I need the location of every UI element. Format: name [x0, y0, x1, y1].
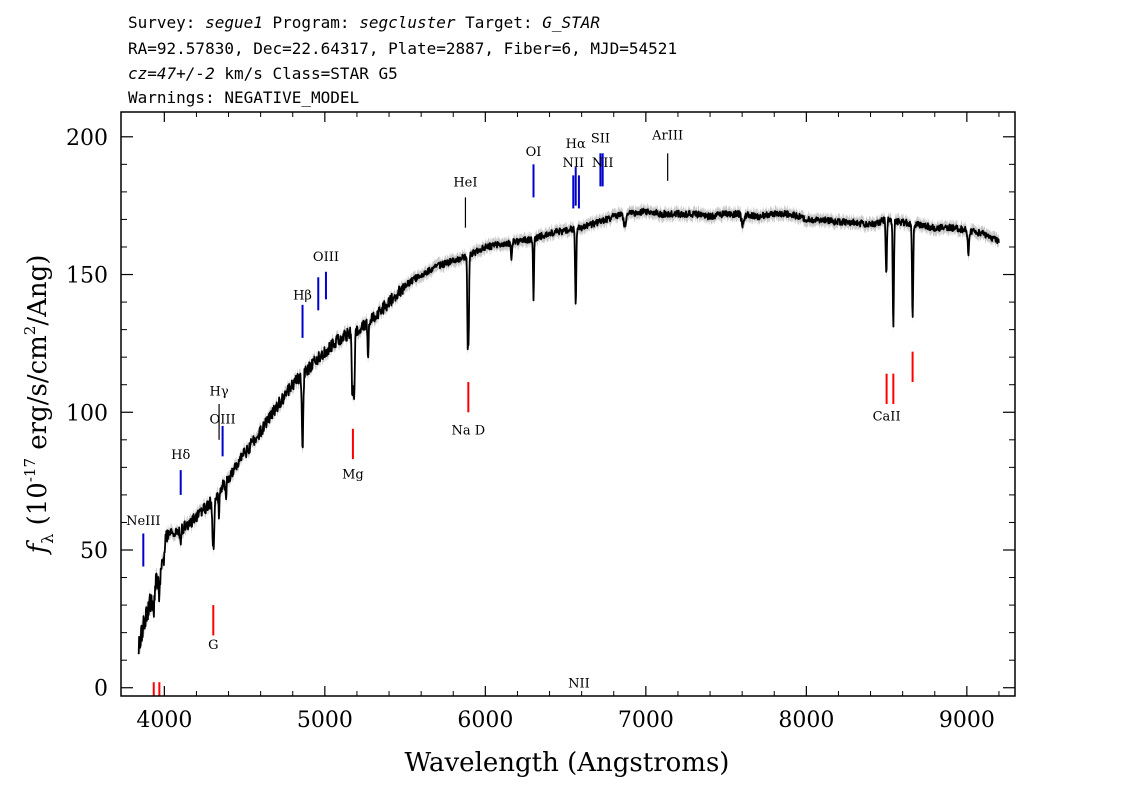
emission-line-label: Hα [566, 137, 586, 152]
emission-line-label: OIII [313, 250, 339, 265]
absorption-line-label: Na D [451, 423, 485, 438]
x-tick-label: 4000 [136, 708, 192, 733]
header-text-part: km/s Class=STAR G5 [215, 64, 398, 83]
emission-line-label: NII [562, 156, 584, 171]
emission-line-label: NII [568, 677, 590, 692]
line-markers: NeIII Hδ Hγ OIII Hβ OIII HeI OI NII Hα NII SII NII Ar… [126, 129, 914, 696]
y-tick-label: 0 [94, 677, 108, 702]
axis-ticks: 4000 5000 6000 7000 8000 9000 0 50 100 150 200 [66, 112, 1015, 733]
flux-line [137, 207, 1000, 655]
header-coordinates-line: RA=92.57830, Dec=22.64317, Plate=2887, F… [128, 39, 677, 58]
emission-line-label: SII [591, 131, 610, 146]
plot-frame [120, 111, 1016, 697]
spectrum-header: Survey: segue1 Program: segcluster Targe… [128, 13, 677, 107]
x-tick-label: 5000 [297, 708, 353, 733]
x-tick-label: 6000 [457, 708, 513, 733]
header-survey-line: Survey: segue1 Program: segcluster Targe… [128, 13, 600, 32]
header-text-part: Program: [263, 13, 359, 32]
emission-line-label: HeI [453, 175, 477, 190]
header-text-part: cz=47+/-2 [128, 64, 215, 83]
y-tick-label: 150 [66, 264, 108, 289]
absorption-line-label: Mg [342, 467, 364, 482]
y-tick-label: 50 [80, 539, 108, 564]
emission-line-label: NII [592, 156, 614, 171]
header-text-part: segcluster [359, 13, 456, 32]
x-tick-label: 8000 [778, 708, 834, 733]
error-band [138, 202, 999, 661]
x-tick-label: 9000 [939, 708, 995, 733]
absorption-line-label: G [208, 638, 218, 653]
header-text-part: Survey: [128, 13, 205, 32]
spectrum-series [137, 202, 1000, 661]
header-warnings-line: Warnings: NEGATIVE_MODEL [128, 88, 359, 107]
emission-line-label: OI [526, 145, 542, 160]
header-redshift-class-line: cz=47+/-2 km/s Class=STAR G5 [128, 64, 398, 83]
emission-line-label: Hβ [293, 288, 312, 303]
header-text-part: segue1 [205, 13, 263, 32]
y-tick-label: 100 [66, 401, 108, 426]
y-tick-label: 200 [66, 126, 108, 151]
header-text-part: G_STAR [542, 13, 600, 32]
emission-line-label: ArIII [651, 129, 683, 144]
x-axis-label: Wavelength (Angstroms) [405, 748, 730, 778]
y-axis-label: fλ (10-17 erg/s/cm2/Ang) [21, 255, 57, 556]
emission-line-label: Hγ [210, 385, 229, 400]
emission-line-label: Hδ [171, 448, 190, 463]
emission-line-label: OIII [210, 412, 236, 427]
absorption-line-label: CaII [873, 410, 901, 425]
header-text-part: Target: [456, 13, 543, 32]
x-tick-label: 7000 [618, 708, 674, 733]
emission-line-label: NeIII [126, 514, 160, 529]
